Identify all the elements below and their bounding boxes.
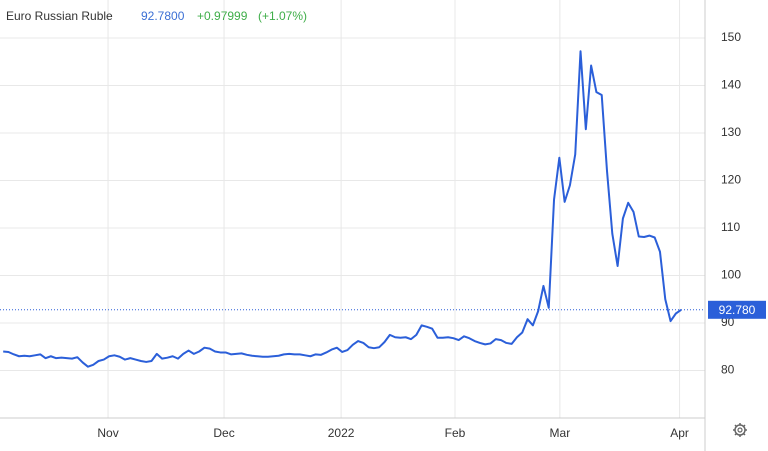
last-value-box bbox=[708, 300, 766, 319]
last-value-label: 92.780 bbox=[719, 303, 756, 317]
x-tick-label: Nov bbox=[97, 426, 118, 440]
y-tick-label: 110 bbox=[721, 220, 740, 234]
change-percent: (+1.07%) bbox=[258, 9, 307, 23]
change: +0.97999 bbox=[197, 9, 248, 23]
gear-hub bbox=[737, 427, 743, 433]
x-tick-label: Mar bbox=[550, 426, 571, 440]
price: 92.7800 bbox=[141, 9, 185, 23]
y-tick-label: 100 bbox=[721, 268, 741, 282]
y-tick-label: 140 bbox=[721, 78, 741, 92]
x-tick-label: Apr bbox=[670, 426, 689, 440]
y-tick-label: 80 bbox=[721, 363, 735, 377]
x-tick-label: 2022 bbox=[328, 426, 355, 440]
settings-icon[interactable] bbox=[733, 423, 747, 437]
chart-title: Euro Russian Ruble bbox=[6, 9, 113, 23]
y-tick-label: 120 bbox=[721, 173, 741, 187]
price-line bbox=[3, 50, 682, 368]
x-tick-label: Dec bbox=[213, 426, 234, 440]
y-tick-label: 130 bbox=[721, 125, 741, 139]
x-tick-label: Feb bbox=[445, 426, 466, 440]
gear-teeth bbox=[733, 423, 747, 437]
y-tick-label: 150 bbox=[721, 30, 741, 44]
